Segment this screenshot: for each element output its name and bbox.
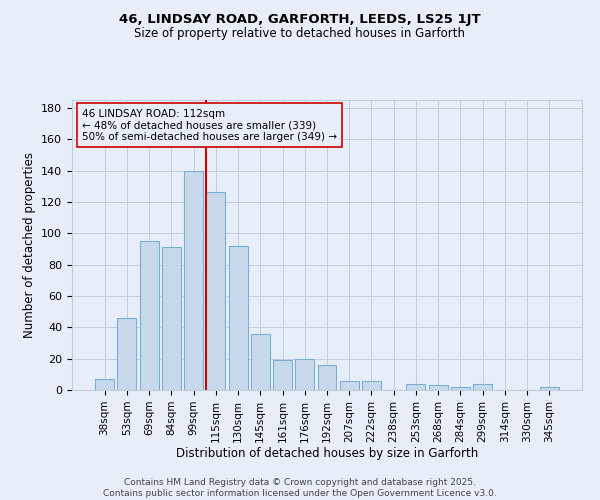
- Bar: [429, 386, 448, 390]
- Text: Contains HM Land Registry data © Crown copyright and database right 2025.
Contai: Contains HM Land Registry data © Crown c…: [103, 478, 497, 498]
- Bar: [406, 384, 425, 390]
- Bar: [340, 380, 359, 390]
- Text: Size of property relative to detached houses in Garforth: Size of property relative to detached ho…: [134, 28, 466, 40]
- Bar: [140, 241, 158, 390]
- X-axis label: Distribution of detached houses by size in Garforth: Distribution of detached houses by size …: [176, 448, 478, 460]
- Bar: [184, 170, 203, 390]
- Bar: [95, 379, 114, 390]
- Bar: [362, 380, 381, 390]
- Y-axis label: Number of detached properties: Number of detached properties: [23, 152, 35, 338]
- Bar: [540, 387, 559, 390]
- Bar: [251, 334, 270, 390]
- Bar: [295, 358, 314, 390]
- Bar: [118, 318, 136, 390]
- Bar: [229, 246, 248, 390]
- Bar: [451, 387, 470, 390]
- Bar: [317, 365, 337, 390]
- Bar: [162, 248, 181, 390]
- Bar: [473, 384, 492, 390]
- Bar: [273, 360, 292, 390]
- Text: 46 LINDSAY ROAD: 112sqm
← 48% of detached houses are smaller (339)
50% of semi-d: 46 LINDSAY ROAD: 112sqm ← 48% of detache…: [82, 108, 337, 142]
- Text: 46, LINDSAY ROAD, GARFORTH, LEEDS, LS25 1JT: 46, LINDSAY ROAD, GARFORTH, LEEDS, LS25 …: [119, 12, 481, 26]
- Bar: [206, 192, 225, 390]
